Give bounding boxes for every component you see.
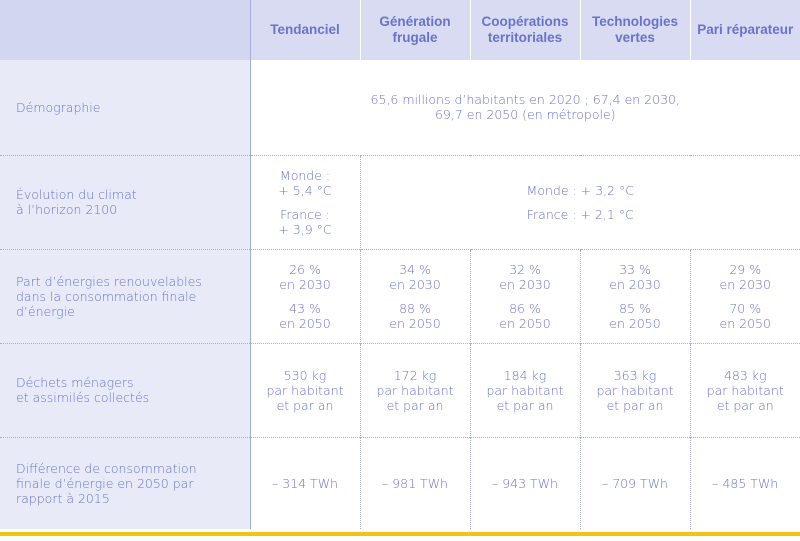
energies-2050-year: en 2050 (499, 315, 551, 331)
dechets-par-an: et par an (496, 397, 554, 413)
dechets-par-habitant: par habitant (266, 382, 344, 398)
climat-autres-scenarios-cell: Monde : + 3,2 °C France : + 2,1 °C (359, 154, 800, 249)
demographie-value-cell: 65,6 millions d’habitants en 2020 ; 67,4… (249, 60, 800, 155)
energies-2050-percent: 88 % (399, 300, 431, 316)
energies-2030-year: en 2030 (719, 276, 771, 292)
climat-france-value: + 3,9 °C (278, 221, 332, 237)
energies-2050-percent: 43 % (289, 300, 321, 316)
row-label-text: rapport à 2015 (16, 490, 110, 506)
row-label-energies: Part d’énergies renouvelables dans la co… (0, 248, 251, 343)
dechets-kg: 483 kg (723, 367, 767, 383)
header-tendanciel: Tendanciel (249, 0, 360, 60)
dechets-kg: 530 kg (283, 367, 327, 383)
dechets-cell: 483 kg par habitant et par an (689, 342, 800, 437)
dechets-par-habitant: par habitant (596, 382, 674, 398)
row-label-text: Différence de consommation (16, 460, 197, 476)
energies-2030-percent: 33 % (619, 261, 651, 277)
row-label-text: finale d’énergie en 2050 par (16, 475, 194, 491)
energies-cell: 29 % en 2030 70 % en 2050 (689, 248, 800, 343)
dechets-par-an: et par an (716, 397, 774, 413)
energies-2030-percent: 26 % (289, 261, 321, 277)
dechets-par-an: et par an (276, 397, 334, 413)
energies-2030-percent: 29 % (729, 261, 762, 277)
dechets-kg: 184 kg (503, 367, 547, 383)
consommation-cell: – 981 TWh (359, 436, 470, 529)
energies-2050-year: en 2050 (609, 315, 661, 331)
header-row: Tendanciel Génération frugale Coopératio… (0, 0, 800, 60)
dechets-par-an: et par an (386, 397, 444, 413)
energies-2050-percent: 70 % (729, 300, 762, 316)
energies-2050-year: en 2050 (719, 315, 771, 331)
dechets-kg: 172 kg (393, 367, 437, 383)
row-label-dechets: Déchets ménagers et assimilés collectés (0, 342, 251, 437)
dechets-cell: 363 kg par habitant et par an (579, 342, 690, 437)
row-label-text: Évolution du climat (16, 187, 137, 202)
climat-tendanciel-cell: Monde : + 5,4 °C France : + 3,9 °C (249, 154, 360, 249)
energies-2030-year: en 2030 (609, 276, 661, 292)
consommation-cell: – 314 TWh (249, 436, 360, 529)
energies-2050-year: en 2050 (279, 315, 331, 331)
climat-monde-value: Monde : + 3,2 °C (526, 182, 634, 198)
consommation-cell: – 709 TWh (579, 436, 690, 529)
energies-2050-percent: 86 % (509, 300, 541, 316)
energies-cell: 33 % en 2030 85 % en 2050 (579, 248, 690, 343)
dechets-par-an: et par an (606, 397, 664, 413)
row-label-consommation: Différence de consommation finale d’éner… (0, 436, 251, 529)
row-label-text: Démographie (16, 99, 101, 115)
header-cooperations-territoriales: Coopérations territoriales (469, 0, 580, 60)
energies-2030-year: en 2030 (279, 276, 331, 292)
climat-france-label: France : (280, 206, 330, 222)
energies-cell: 34 % en 2030 88 % en 2050 (359, 248, 470, 343)
header-pari-reparateur: Pari réparateur (689, 0, 800, 60)
consommation-cell: – 943 TWh (469, 436, 580, 529)
energies-2050-year: en 2050 (389, 315, 441, 331)
energies-cell: 26 % en 2030 43 % en 2050 (249, 248, 360, 343)
row-label-text: et assimilés collectés (16, 390, 150, 405)
header-technologies-vertes: Technologies vertes (579, 0, 690, 60)
row-energies-renouvelables: Part d’énergies renouvelables dans la co… (0, 248, 800, 343)
row-label-text: dans la consommation finale (16, 288, 197, 304)
row-climat: Évolution du climat à l’horizon 2100 Mon… (0, 154, 800, 249)
dechets-par-habitant: par habitant (706, 382, 784, 398)
energies-cell: 32 % en 2030 86 % en 2050 (469, 248, 580, 343)
bottom-accent-rule (0, 532, 800, 536)
climat-monde-label: Monde : (279, 167, 331, 183)
header-corner-cell (0, 0, 251, 60)
row-label-demographie: Démographie (0, 60, 251, 155)
consommation-cell: – 485 TWh (689, 436, 800, 529)
row-consommation: Différence de consommation finale d’éner… (0, 436, 800, 529)
demographie-value-line: 69,7 en 2050 (en métropole) (434, 107, 616, 123)
row-label-text: Déchets ménagers (16, 375, 134, 390)
dechets-par-habitant: par habitant (376, 382, 454, 398)
energies-2050-percent: 85 % (619, 300, 651, 316)
header-generation-frugale: Génération frugale (359, 0, 470, 60)
energies-2030-year: en 2030 (499, 276, 551, 292)
scenarios-comparison-table: Tendanciel Génération frugale Coopératio… (0, 0, 800, 529)
row-label-text: d’énergie (16, 303, 75, 319)
dechets-par-habitant: par habitant (486, 382, 564, 398)
climat-france-value: France : + 2,1 °C (526, 206, 634, 222)
dechets-kg: 363 kg (613, 367, 657, 383)
row-demographie: Démographie 65,6 millions d’habitants en… (0, 60, 800, 155)
climat-monde-value: + 5,4 °C (278, 182, 332, 198)
dechets-cell: 172 kg par habitant et par an (359, 342, 470, 437)
row-dechets: Déchets ménagers et assimilés collectés … (0, 342, 800, 437)
energies-2030-year: en 2030 (389, 276, 441, 292)
energies-2030-percent: 32 % (509, 261, 541, 277)
energies-2030-percent: 34 % (399, 261, 431, 277)
demographie-value-line: 65,6 millions d’habitants en 2020 ; 67,4… (370, 92, 680, 108)
row-label-text: à l’horizon 2100 (16, 202, 118, 217)
row-label-climat: Évolution du climat à l’horizon 2100 (0, 154, 251, 249)
dechets-cell: 530 kg par habitant et par an (249, 342, 360, 437)
row-label-text: Part d’énergies renouvelables (16, 273, 202, 289)
dechets-cell: 184 kg par habitant et par an (469, 342, 580, 437)
